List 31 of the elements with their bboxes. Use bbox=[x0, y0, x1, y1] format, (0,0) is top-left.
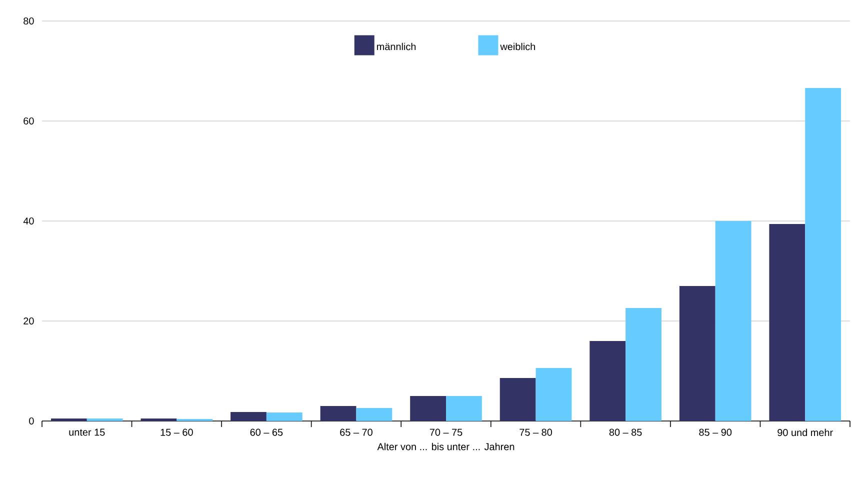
bar bbox=[410, 396, 446, 421]
bar bbox=[320, 406, 356, 421]
bar bbox=[769, 224, 806, 421]
bar bbox=[805, 88, 842, 421]
x-tick-label: 75 – 80 bbox=[520, 428, 552, 436]
x-axis-title: Alter von ... bis unter ... Jahren bbox=[377, 442, 514, 450]
x-tick-label: 85 – 90 bbox=[699, 428, 732, 436]
bar bbox=[626, 308, 662, 421]
y-tick-label: 20 bbox=[24, 317, 34, 325]
x-tick-label: 90 und mehr bbox=[778, 428, 833, 436]
y-tick-label: 0 bbox=[29, 417, 34, 425]
bar bbox=[446, 396, 482, 421]
bar bbox=[715, 221, 752, 421]
y-tick-label: 80 bbox=[24, 17, 34, 25]
bar bbox=[679, 286, 716, 421]
bar bbox=[536, 368, 572, 421]
bar bbox=[230, 412, 266, 421]
bar bbox=[356, 408, 392, 421]
legend-label: männlich bbox=[377, 42, 416, 50]
legend-label: weiblich bbox=[500, 42, 535, 50]
y-tick-label: 40 bbox=[23, 217, 34, 225]
x-tick-label: 65 – 70 bbox=[340, 428, 372, 436]
x-tick-label: 70 – 75 bbox=[430, 428, 462, 436]
bar bbox=[590, 341, 626, 421]
bar bbox=[266, 412, 302, 421]
x-tick-label: 80 – 85 bbox=[609, 428, 642, 436]
x-tick-label: 60 – 65 bbox=[250, 428, 283, 436]
x-tick-label: unter 15 bbox=[69, 428, 105, 436]
y-tick-label: 60 bbox=[24, 117, 34, 125]
bar bbox=[500, 378, 536, 421]
x-tick-label: 15 – 60 bbox=[160, 428, 193, 436]
